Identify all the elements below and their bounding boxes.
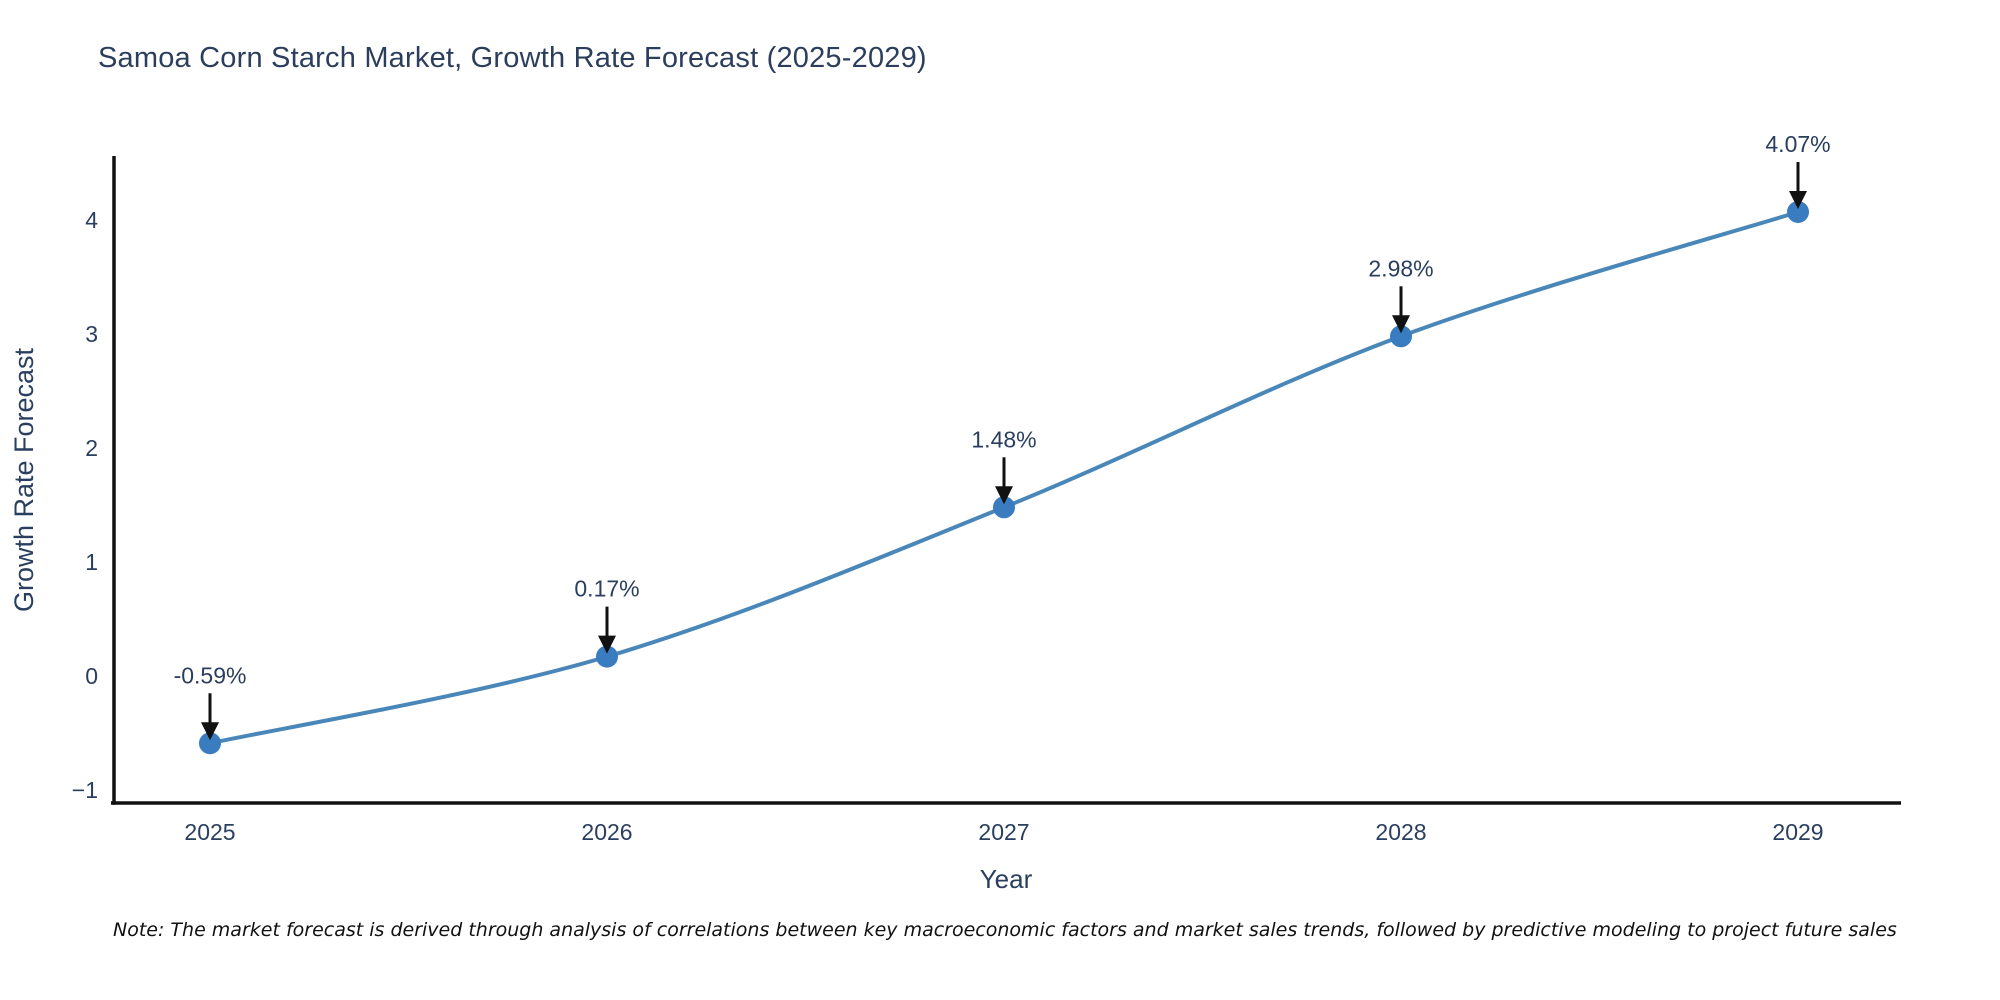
x-tick-label: 2027 (978, 819, 1029, 845)
data-point-label: 4.07% (1765, 131, 1830, 157)
data-point-label: 2.98% (1368, 255, 1433, 281)
chart-title: Samoa Corn Starch Market, Growth Rate Fo… (98, 42, 927, 74)
data-point-marker (596, 645, 618, 668)
y-tick-label: 2 (85, 435, 98, 461)
x-tick-label: 2025 (184, 819, 235, 845)
y-tick-label: 0 (85, 663, 98, 689)
annotation-arrow-head (1789, 191, 1807, 210)
data-point-label: 0.17% (574, 576, 639, 602)
y-tick-label: 3 (85, 321, 98, 347)
x-tick-label: 2029 (1772, 819, 1823, 845)
data-point-label: -0.59% (174, 662, 247, 688)
data-point-label: 1.48% (971, 426, 1036, 452)
annotation-arrow-head (1392, 315, 1410, 334)
y-tick-label: 1 (85, 549, 98, 575)
x-tick-label: 2026 (581, 819, 632, 845)
y-tick-label: 4 (85, 207, 98, 233)
x-tick-label: 2028 (1375, 819, 1426, 845)
annotation-arrow-head (201, 722, 219, 741)
data-point-marker (199, 732, 221, 755)
y-tick-label: −1 (72, 777, 98, 803)
data-point-marker (1787, 201, 1809, 224)
data-point-marker (1390, 325, 1412, 348)
data-point-marker (993, 496, 1015, 519)
y-axis-title: Growth Rate Forecast (9, 347, 39, 612)
annotation-arrow-head (995, 486, 1013, 505)
methodology-note: Note: The market forecast is derived thr… (113, 919, 1897, 941)
x-axis-title: Year (980, 864, 1033, 894)
annotation-arrow-head (598, 635, 616, 654)
